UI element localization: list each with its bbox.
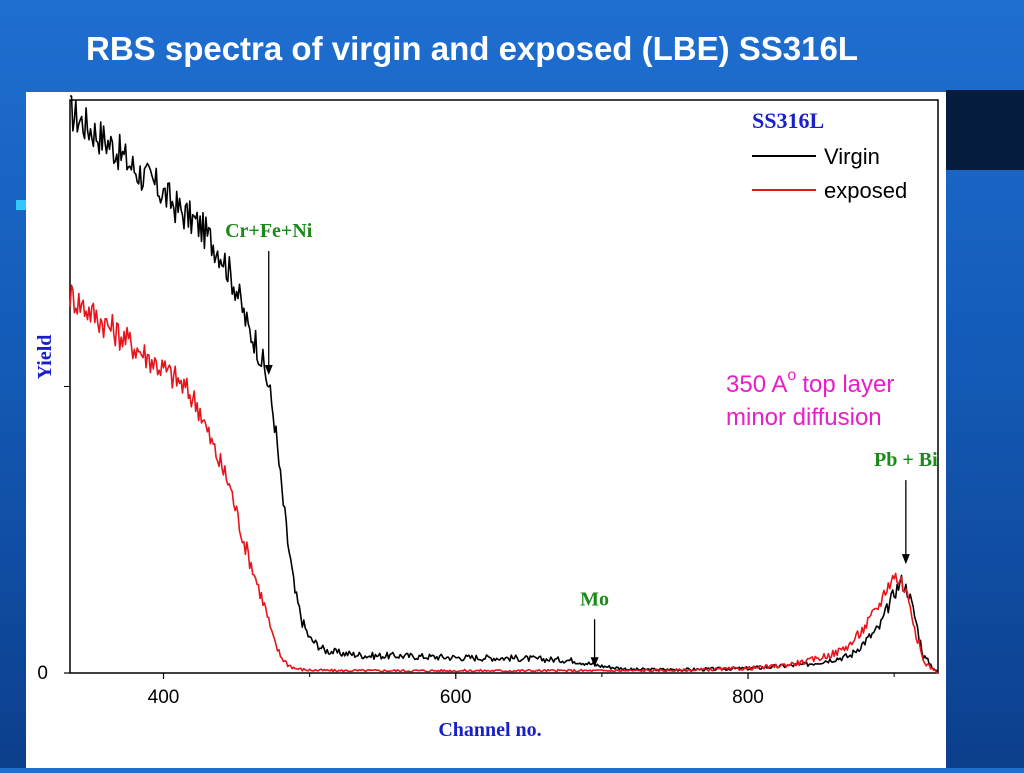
y-tick-label: 0 [37,663,48,684]
annotation-arrowhead-2 [901,554,910,565]
annotation-label: Pb + Bi [874,449,938,471]
note-phrase: top layer [802,371,894,398]
x-axis-label: Channel no. [438,719,541,741]
y-axis-label: Yield [34,335,56,380]
annotation-arrowhead-0 [264,365,273,376]
series-line-exposed [69,284,939,674]
x-tick-label: 600 [440,687,472,708]
annotation-arrowhead-1 [590,657,599,668]
annotation-label: Mo [580,588,609,610]
bullet-marker [16,200,26,210]
annotation-layer: Cr+Fe+Ni Mo Pb + Bi [225,220,938,668]
note-line-1: 350 Ao top layer [726,367,894,398]
note-line-2: minor diffusion [726,404,882,431]
rbs-spectrum-chart: 400 600 800 0 Channel no. Yield Cr+Fe+Ni Mo P… [34,95,939,741]
legend-label-virgin: Virgin [824,144,880,169]
axis-ticks: 400 600 800 0 [37,386,895,708]
slide-title: RBS spectra of virgin and exposed (LBE) … [86,30,859,67]
legend-title: SS316L [752,108,824,133]
legend-label-exposed: exposed [824,178,907,203]
chart-panel: 400 600 800 0 Channel no. Yield Cr+Fe+Ni Mo P… [26,92,946,768]
annotation-label: Cr+Fe+Ni [225,220,313,242]
series-layer [69,95,939,674]
decorative-band [946,90,1024,170]
x-tick-label: 800 [732,687,764,708]
note-quantity: 350 A [726,371,787,398]
x-tick-label: 400 [148,687,180,708]
series-line-virgin [70,95,939,674]
note-superscript: o [787,367,796,384]
